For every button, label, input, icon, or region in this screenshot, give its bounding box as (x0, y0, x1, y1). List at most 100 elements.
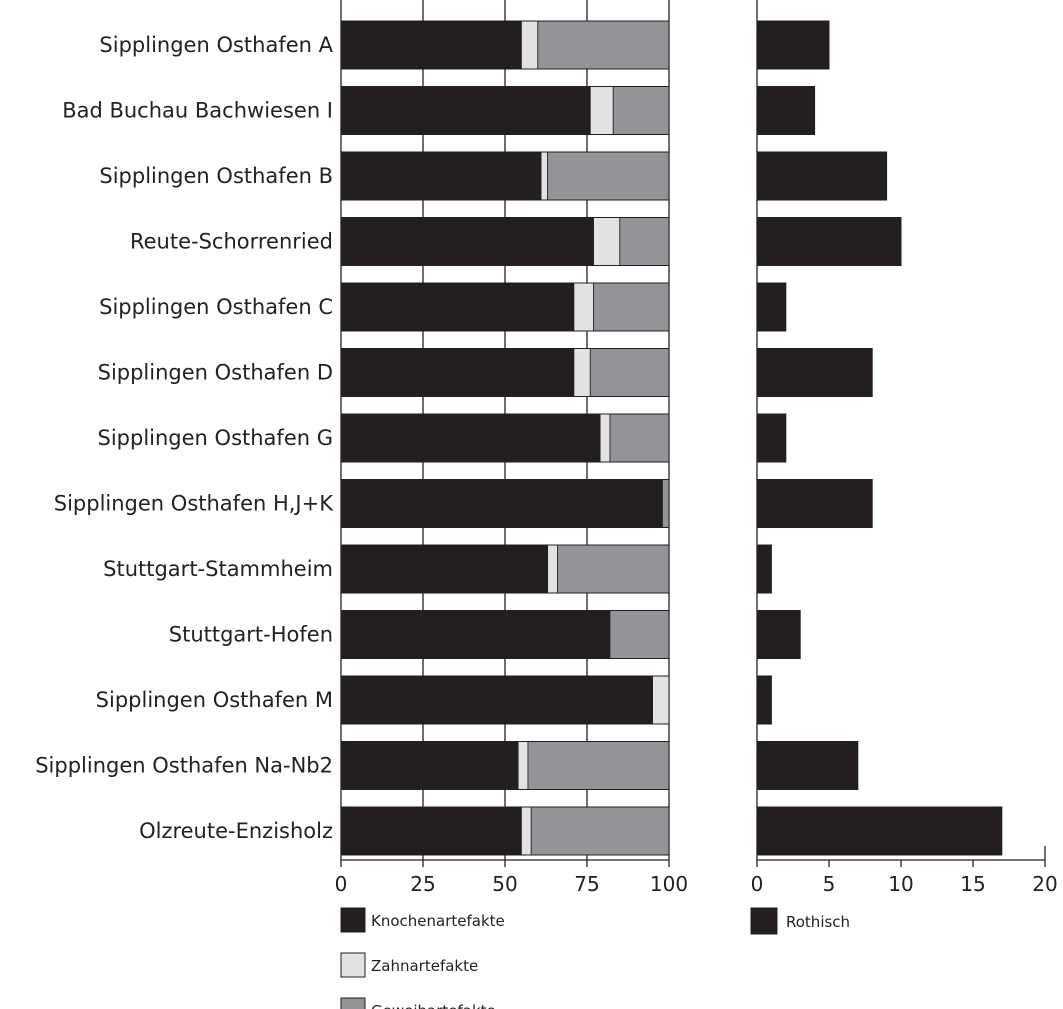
bar-outline-3 (340, 217, 670, 266)
bar-outline-9 (340, 610, 670, 659)
bar-rothisch-11 (756, 741, 859, 790)
bar-geweihartefakte-5 (589, 348, 670, 397)
bar-knochenartefakte-10 (340, 675, 654, 725)
bar-knochenartefakte-1 (340, 86, 591, 135)
bar-zahnartefakte-10 (652, 675, 670, 725)
left-tick-label: 100 (650, 872, 688, 896)
bar-outline-8 (340, 544, 670, 594)
bar-knochenartefakte-9 (340, 610, 611, 659)
bar-geweihartefakte-6 (609, 413, 670, 463)
bar-zahnartefakte-8 (547, 544, 558, 594)
bar-zahnartefakte-0 (521, 20, 539, 70)
bar-outline-0 (340, 20, 670, 70)
bar-zahnartefakte-1 (589, 86, 614, 135)
right-tick-label: 20 (1032, 872, 1057, 896)
bar-knochenartefakte-6 (340, 413, 601, 463)
bar-zahnartefakte-12 (521, 806, 532, 856)
category-labels: Sipplingen Osthafen A Bad Buchau Bachwies… (35, 33, 334, 843)
category-label: Sipplingen Osthafen H,J+K (54, 492, 334, 516)
bar-knochenartefakte-12 (340, 806, 522, 856)
legend-label: Zahnartefakte (371, 957, 478, 975)
bar-zahnartefakte-11 (517, 741, 529, 790)
left-tick-label: 25 (410, 872, 435, 896)
bar-outline-11 (340, 741, 670, 790)
bar-rothisch-7 (756, 479, 873, 528)
bar-outline-7 (340, 479, 670, 528)
bar-geweihartefakte-7 (662, 479, 670, 528)
bar-rothisch-1 (756, 86, 816, 135)
legend-right: Rothisch (750, 907, 850, 935)
bar-outline-5 (340, 348, 670, 397)
category-label: Sipplingen Osthafen B (99, 164, 333, 188)
bar-rothisch-0 (756, 20, 830, 70)
legend-swatch-knochenartefakte (340, 907, 366, 933)
bar-knochenartefakte-4 (340, 282, 575, 332)
left-tick-label: 0 (335, 872, 348, 896)
right-tick-label: 10 (888, 872, 913, 896)
bar-knochenartefakte-8 (340, 544, 549, 594)
legend-left: Knochenartefakte Zahnartefakte Geweihartef… (340, 907, 505, 1009)
legend-swatch-zahnartefakte (340, 952, 366, 978)
bar-geweihartefakte-1 (612, 86, 670, 135)
bar-geweihartefakte-9 (609, 610, 670, 659)
bar-geweihartefakte-3 (619, 217, 670, 266)
category-label: Reute-Schorrenried (130, 230, 333, 254)
bar-zahnartefakte-6 (599, 413, 611, 463)
bar-knochenartefakte-5 (340, 348, 575, 397)
bar-rothisch-3 (756, 217, 902, 266)
left-tick-label: 75 (574, 872, 599, 896)
category-label: Olzreute-Enzisholz (139, 819, 333, 843)
right-x-axis: 0 5 10 15 20 (751, 0, 1058, 896)
bar-geweihartefakte-0 (537, 20, 670, 70)
right-bars (756, 20, 1003, 856)
category-label: Stuttgart-Hofen (169, 623, 333, 647)
bar-rothisch-6 (756, 413, 787, 463)
bar-geweihartefakte-11 (527, 741, 670, 790)
category-label: Bad Buchau Bachwiesen I (62, 99, 333, 123)
category-label: Sipplingen Osthafen M (96, 688, 333, 712)
bar-zahnartefakte-3 (593, 217, 621, 266)
right-tick-label: 0 (751, 872, 764, 896)
bar-zahnartefakte-2 (540, 151, 549, 201)
bar-geweihartefakte-4 (593, 282, 670, 332)
bar-outline-10 (340, 675, 670, 725)
bar-zahnartefakte-4 (573, 282, 594, 332)
category-label: Sipplingen Osthafen Na-Nb2 (35, 754, 333, 778)
bar-knochenartefakte-11 (340, 741, 519, 790)
category-label: Sipplingen Osthafen A (99, 33, 333, 57)
legend-label: Rothisch (786, 913, 850, 931)
bar-geweihartefakte-8 (557, 544, 670, 594)
right-tick-label: 15 (960, 872, 985, 896)
bar-knochenartefakte-0 (340, 20, 522, 70)
legend-label: Geweihartefakte (371, 1002, 496, 1009)
bar-outline-1 (340, 86, 670, 135)
bar-geweihartefakte-2 (547, 151, 670, 201)
category-label: Sipplingen Osthafen G (98, 426, 334, 450)
bar-outline-4 (340, 282, 670, 332)
bar-knochenartefakte-3 (340, 217, 594, 266)
legend-swatch-rothisch (750, 907, 778, 935)
left-x-axis: 0 25 50 75 100 (335, 859, 688, 896)
bar-rothisch-10 (756, 675, 772, 725)
bar-zahnartefakte-5 (573, 348, 591, 397)
bar-rothisch-12 (756, 806, 1003, 856)
category-label: Sipplingen Osthafen D (98, 361, 333, 385)
right-tick-label: 5 (823, 872, 836, 896)
category-label: Sipplingen Osthafen C (99, 295, 333, 319)
bar-geweihartefakte-12 (530, 806, 670, 856)
bar-outline-6 (340, 413, 670, 463)
bar-rothisch-4 (756, 282, 787, 332)
bar-rothisch-5 (756, 348, 873, 397)
bar-rothisch-8 (756, 544, 772, 594)
bar-rothisch-2 (756, 151, 888, 201)
bar-outline-2 (340, 151, 670, 201)
category-label: Stuttgart-Stammheim (103, 557, 333, 581)
bar-rothisch-9 (756, 610, 801, 659)
legend-swatch-geweihartefakte (340, 997, 366, 1009)
bar-knochenartefakte-7 (340, 479, 663, 528)
bar-outline-12 (340, 806, 670, 856)
legend-label: Knochenartefakte (371, 912, 505, 930)
bar-knochenartefakte-2 (340, 151, 542, 201)
left-bars (340, 20, 670, 856)
